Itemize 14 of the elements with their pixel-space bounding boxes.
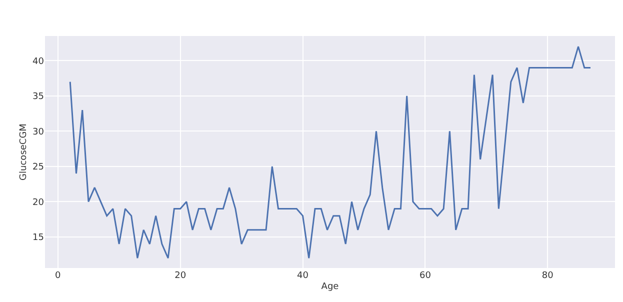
y-tick-label: 30	[32, 127, 44, 138]
y-tick-label: 25	[32, 162, 44, 173]
y-tick-label: 15	[32, 233, 44, 244]
y-tick-label: 40	[32, 56, 44, 67]
x-tick-label: 60	[419, 271, 432, 281]
x-axis-title: Age	[321, 282, 340, 292]
x-tick-label: 80	[542, 271, 554, 281]
x-tick-label: 40	[297, 271, 309, 281]
x-tick-label: 0	[54, 271, 61, 281]
y-tick-label: 20	[32, 198, 44, 208]
line-series	[69, 46, 592, 259]
y-tick-label: 35	[32, 92, 44, 102]
x-tick-label: 20	[174, 271, 186, 281]
y-axis-title: GlucoseCGM	[18, 124, 29, 180]
